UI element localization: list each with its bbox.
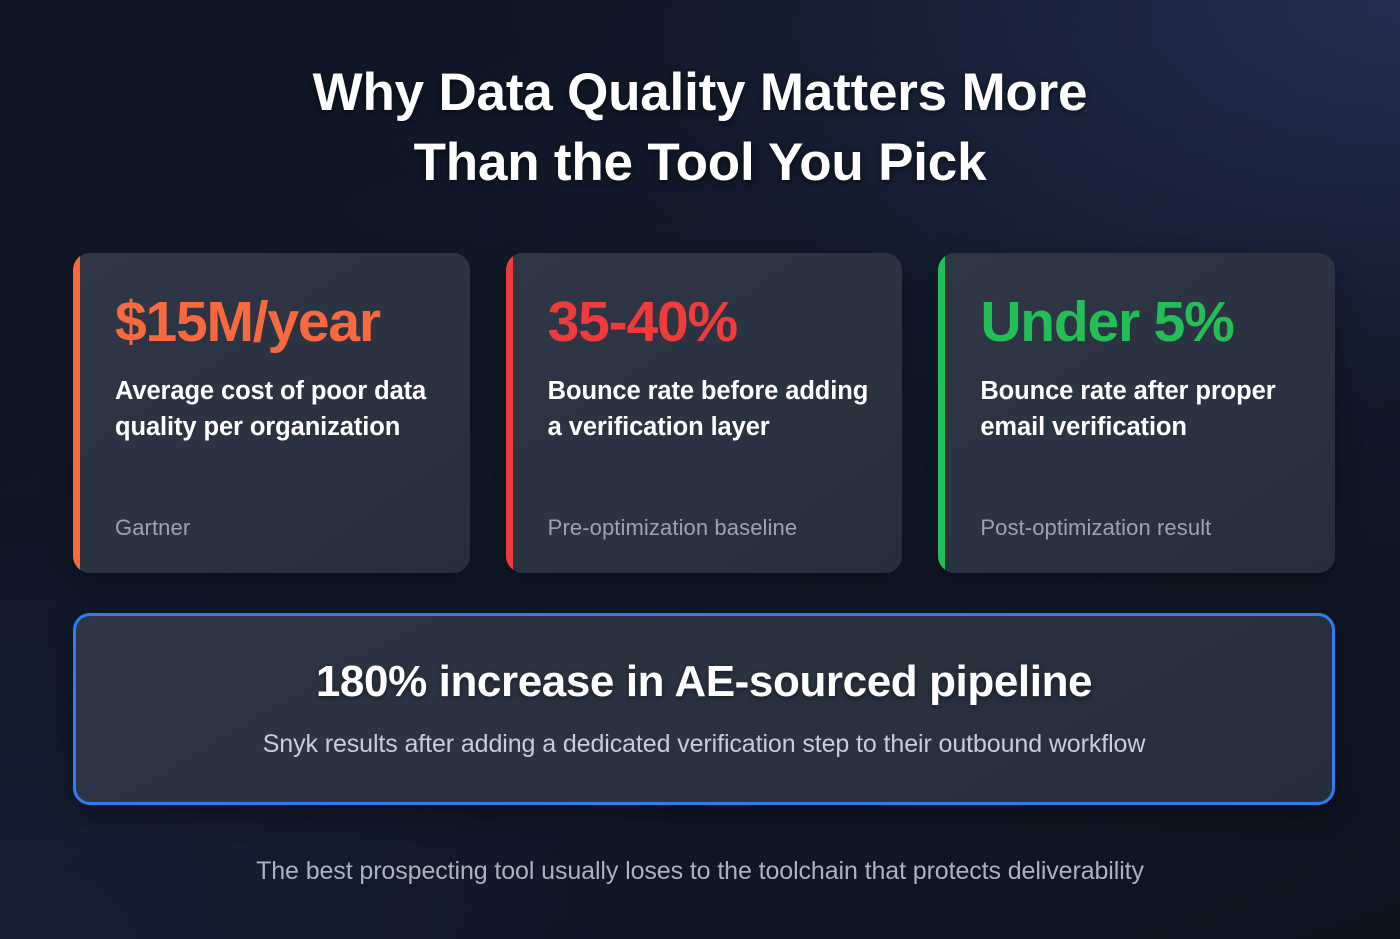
banner-headline: 180% increase in AE-sourced pipeline xyxy=(315,657,1093,707)
banner-subtext: Snyk results after adding a dedicated ve… xyxy=(262,729,1146,758)
page-title-line-2: Than the Tool You Pick xyxy=(413,133,987,193)
stat-value: $15M/year xyxy=(115,290,381,354)
stat-cards-row: $15M/year Average cost of poor data qual… xyxy=(73,253,1336,573)
stat-card-bounce-before: 35-40% Bounce rate before adding a verif… xyxy=(505,253,903,573)
page-title-line-1: Why Data Quality Matters More xyxy=(312,63,1088,122)
stat-card-cost: $15M/year Average cost of poor data qual… xyxy=(73,253,470,573)
page-title: Why Data Quality Matters More Than the T… xyxy=(0,58,1400,199)
stat-label: Average cost of poor data quality per or… xyxy=(115,377,427,442)
stat-source: Pre-optimization baseline xyxy=(547,515,798,541)
stat-label: Bounce rate before adding a verification… xyxy=(547,377,869,442)
accent-bar-red xyxy=(505,253,513,573)
page-title-text: Why Data Quality Matters More Than the T… xyxy=(0,58,1400,199)
accent-bar-orange xyxy=(73,253,80,573)
stat-source: Gartner xyxy=(115,515,191,541)
highlight-banner: 180% increase in AE-sourced pipeline Sny… xyxy=(73,613,1335,805)
stat-source: Post-optimization result xyxy=(980,515,1212,541)
stat-card-bounce-after: Under 5% Bounce rate after proper email … xyxy=(938,253,1336,573)
stat-value: Under 5% xyxy=(980,290,1235,354)
accent-bar-green xyxy=(938,253,946,573)
footer-note: The best prospecting tool usually loses … xyxy=(256,857,1144,885)
stat-label: Bounce rate after proper email verificat… xyxy=(980,377,1276,442)
stat-value: 35-40% xyxy=(547,290,738,354)
